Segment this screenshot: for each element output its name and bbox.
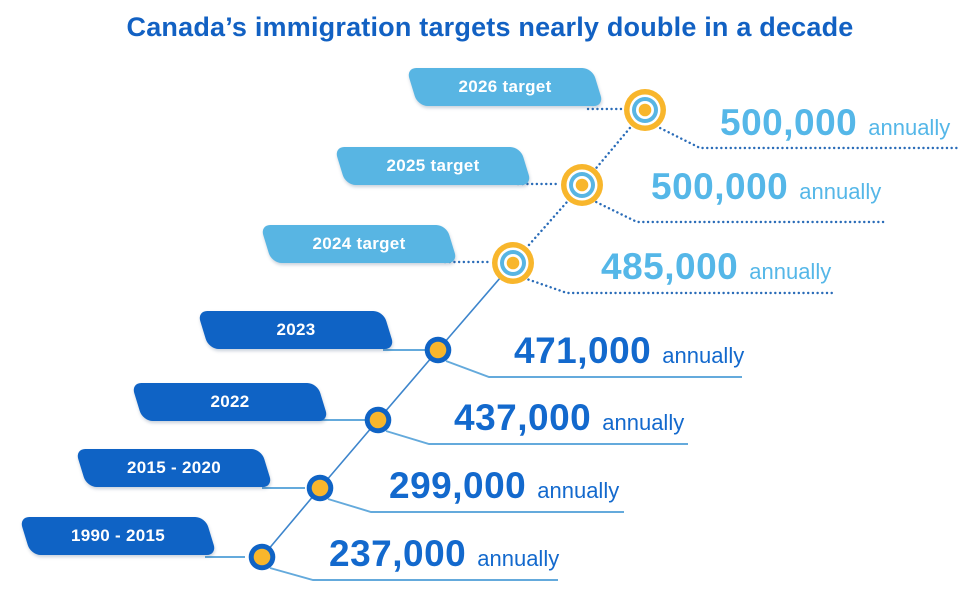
value-2025: 500,000 annually [651, 166, 881, 208]
value-unit: annually [749, 259, 832, 284]
value-unit: annually [868, 115, 951, 140]
marker-2026-target-icon [624, 89, 666, 131]
badge-label: 2015 - 2020 [126, 458, 222, 477]
value-unit: annually [799, 179, 882, 204]
value-unit: annually [537, 478, 620, 503]
badge-label: 2023 [276, 320, 316, 339]
badge-2022: 2022 [137, 383, 323, 421]
marker-2015-2020-icon [306, 474, 334, 502]
marker-2023-icon [424, 336, 452, 364]
leader-2025 [590, 198, 887, 224]
badge-label: 1990 - 2015 [70, 526, 166, 545]
trend-segment-2024-2025 [511, 183, 584, 265]
badge-2015-2020: 2015 - 2020 [81, 449, 267, 487]
value-unit: annually [662, 343, 745, 368]
trend-segment-2022-2023 [377, 349, 439, 421]
marker-2022-icon [364, 406, 392, 434]
marker-2024-target-icon [492, 242, 534, 284]
badge-2024-target: 2024 target [266, 225, 452, 263]
badge-2025-target: 2025 target [340, 147, 526, 185]
trend-segment-2015-2022 [319, 419, 379, 489]
value-unit: annually [602, 410, 685, 435]
value-number: 500,000 [720, 102, 858, 143]
page-title: Canada’s immigration targets nearly doub… [126, 12, 854, 42]
badge-2026-target: 2026 target [412, 68, 598, 106]
leader-2024 [522, 276, 834, 295]
value-number: 485,000 [601, 246, 739, 287]
leader-2015-2020 [327, 498, 624, 513]
marker-2025-target-icon [561, 164, 603, 206]
value-2015-2020: 299,000 annually [389, 465, 619, 507]
value-number: 237,000 [329, 533, 467, 574]
leader-2026 [654, 124, 959, 150]
leader-2023 [445, 360, 742, 378]
value-2026: 500,000 annually [720, 102, 950, 144]
value-number: 437,000 [454, 397, 592, 438]
value-number: 500,000 [651, 166, 789, 207]
badge-1990-2015: 1990 - 2015 [25, 517, 211, 555]
badge-label: 2025 target [386, 156, 480, 175]
value-1990-2015: 237,000 annually [329, 533, 559, 575]
value-unit: annually [477, 546, 560, 571]
leader-1990-2015 [269, 567, 558, 581]
value-number: 299,000 [389, 465, 527, 506]
badge-label: 2026 target [458, 77, 552, 96]
value-number: 471,000 [514, 330, 652, 371]
leader-2022 [385, 430, 688, 445]
badge-label: 2024 target [312, 234, 406, 253]
trend-segment-1990-2015 [261, 487, 321, 558]
value-2023: 471,000 annually [514, 330, 744, 372]
value-2022: 437,000 annually [454, 397, 684, 439]
value-2024: 485,000 annually [601, 246, 831, 288]
badge-label: 2022 [210, 392, 250, 411]
badge-2023: 2023 [203, 311, 389, 349]
marker-1990-2015-icon [248, 543, 276, 571]
